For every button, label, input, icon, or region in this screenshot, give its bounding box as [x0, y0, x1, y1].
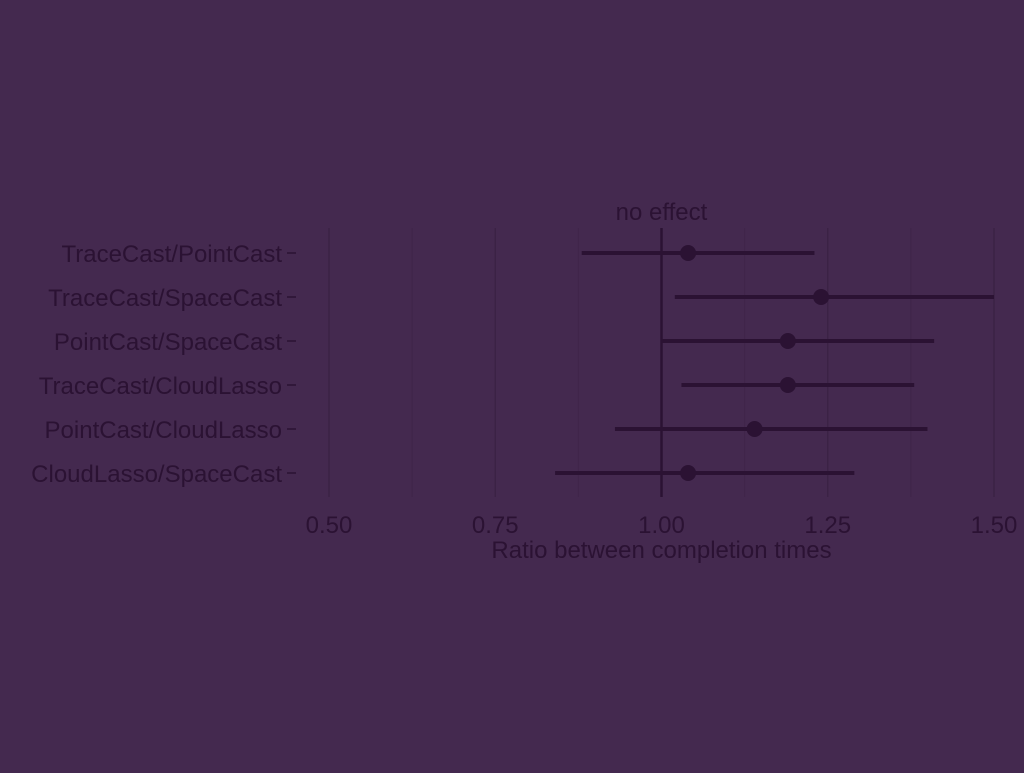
x-axis-tick-label: 1.25 [804, 512, 851, 539]
x-axis-ticks: 0.50 0.75 1.00 1.25 1.50 [306, 512, 1018, 539]
y-axis-label: PointCast/CloudLasso [45, 417, 282, 444]
x-axis-tick-label: 0.75 [472, 512, 519, 539]
y-axis-label: PointCast/SpaceCast [54, 329, 282, 356]
estimate-rows [555, 245, 994, 481]
y-axis-labels: TraceCast/PointCast TraceCast/SpaceCast Po… [31, 241, 296, 488]
x-axis-tick-label: 0.50 [306, 512, 353, 539]
no-effect-label: no effect [616, 199, 708, 226]
estimate-point [813, 289, 830, 305]
x-axis-tick-label: 1.00 [638, 512, 685, 539]
estimate-point [680, 465, 697, 481]
x-axis-tick-label: 1.50 [971, 512, 1018, 539]
estimate-point [680, 245, 697, 261]
y-axis-label: TraceCast/CloudLasso [39, 373, 282, 400]
x-axis-title: Ratio between completion times [491, 537, 831, 564]
y-axis-label: TraceCast/SpaceCast [48, 285, 282, 312]
estimate-point [746, 421, 763, 437]
estimate-point [779, 333, 796, 349]
estimate-point [779, 377, 796, 393]
reference-line-group: no effect [616, 199, 708, 497]
y-axis-label: CloudLasso/SpaceCast [31, 461, 282, 488]
y-axis-label: TraceCast/PointCast [61, 241, 282, 268]
